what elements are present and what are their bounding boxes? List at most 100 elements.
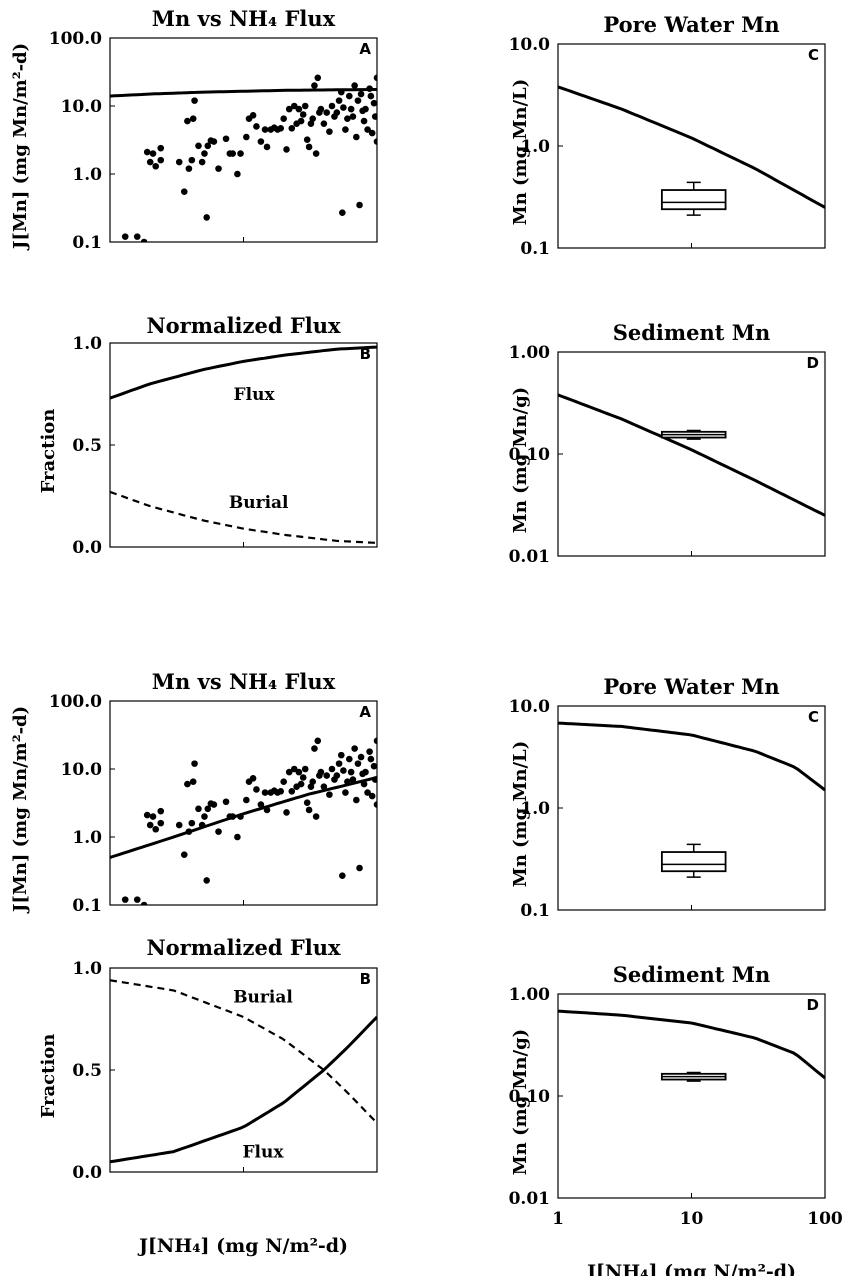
data-point (344, 115, 351, 123)
data-point (347, 768, 355, 776)
model-curve (110, 88, 377, 98)
y-tick-label: 1.0 (72, 828, 102, 848)
data-point (297, 117, 305, 125)
data-point (345, 92, 353, 100)
plot-frame (557, 43, 826, 249)
data-point (299, 774, 307, 781)
data-point (356, 201, 363, 209)
data-point (295, 105, 303, 113)
plot-area (558, 1009, 825, 1082)
panel-letter: C (808, 708, 819, 726)
data-point (373, 74, 377, 82)
chart-title: Pore Water Mn (603, 12, 779, 37)
x-tick-label: 100 (807, 1209, 843, 1229)
data-point (323, 772, 331, 779)
data-point (243, 796, 250, 804)
data-point (299, 111, 307, 118)
data-point (309, 778, 317, 786)
data-point (288, 124, 296, 132)
series-flux-line (110, 345, 377, 400)
data-point (370, 99, 377, 107)
panel-letter: D (807, 354, 819, 372)
y-tick-label: 0.0 (72, 538, 102, 558)
model-curve (558, 393, 825, 517)
data-point (234, 170, 241, 178)
model-curve (110, 776, 377, 859)
data-point (353, 133, 360, 141)
data-point (349, 113, 357, 120)
y-axis-label: Mn (mg Mn/g) (510, 387, 531, 533)
plot-area (558, 721, 825, 878)
data-point (185, 165, 193, 172)
data-point (175, 821, 183, 829)
y-tick-label: 0.5 (72, 436, 102, 456)
data-point (237, 813, 244, 820)
data-point (342, 789, 349, 796)
data-point (320, 783, 328, 790)
data-point (354, 97, 362, 104)
data-point (198, 821, 206, 829)
chart-title: Pore Water Mn (603, 674, 779, 699)
data-point (290, 765, 298, 773)
plot-area (110, 979, 377, 1164)
data-point (335, 760, 343, 767)
panel-letter: B (360, 970, 371, 988)
y-tick-label: 10.0 (509, 697, 551, 717)
data-point (303, 136, 311, 143)
data-point (366, 85, 373, 92)
model-curve (558, 721, 825, 792)
flux-label: Flux (234, 385, 276, 405)
data-point (243, 133, 250, 141)
data-point (317, 105, 325, 113)
data-point (303, 799, 311, 806)
burial-label: Burial (229, 493, 289, 513)
data-point (354, 760, 362, 767)
data-point (215, 165, 222, 172)
y-tick-label: 1.0 (520, 137, 550, 157)
series-burial-line (110, 490, 377, 544)
panel-bot-A: Mn vs NH₄ Flux A 100.0 10.0 1.0 0.1 J[Mn] (mg … (10, 669, 378, 916)
data-point (335, 97, 343, 104)
data-point (146, 158, 154, 166)
data-point (229, 150, 236, 157)
data-point (320, 120, 328, 127)
data-point (261, 126, 269, 133)
plot-frame (557, 351, 826, 557)
x-axis-label: J[NH₄] (mg N/m²-d) (585, 1261, 796, 1276)
data-point (345, 755, 353, 763)
data-point (333, 109, 341, 116)
data-point (234, 833, 241, 841)
panel-letter: A (359, 703, 371, 721)
data-point (351, 745, 358, 752)
data-point (253, 123, 260, 130)
data-point (149, 813, 157, 820)
data-point (317, 768, 325, 776)
y-tick-label: 0.10 (509, 1087, 551, 1107)
data-point (157, 156, 165, 164)
data-point (297, 780, 305, 788)
plot-area (558, 85, 825, 216)
panel-letter: D (807, 996, 819, 1014)
y-axis-label: Mn (mg Mn/L) (510, 79, 531, 225)
data-point (314, 737, 322, 745)
data-point (360, 780, 368, 788)
burial-label: Burial (233, 988, 293, 1008)
data-point (288, 787, 296, 795)
data-point (140, 901, 148, 905)
data-point (371, 113, 377, 120)
data-point (277, 124, 285, 132)
y-tick-label: 0.1 (72, 896, 102, 916)
data-point (222, 798, 230, 806)
panel-letter: A (359, 40, 371, 58)
y-tick-label: 100.0 (49, 29, 102, 49)
data-point (339, 872, 346, 879)
data-point (263, 806, 271, 814)
y-axis-label: Mn (mg Mn/g) (510, 1029, 531, 1175)
data-point (367, 755, 375, 763)
data-point (305, 143, 313, 151)
data-point (366, 748, 373, 755)
data-point (257, 138, 265, 145)
y-tick-label: 1.0 (520, 799, 550, 819)
data-point (121, 896, 129, 903)
